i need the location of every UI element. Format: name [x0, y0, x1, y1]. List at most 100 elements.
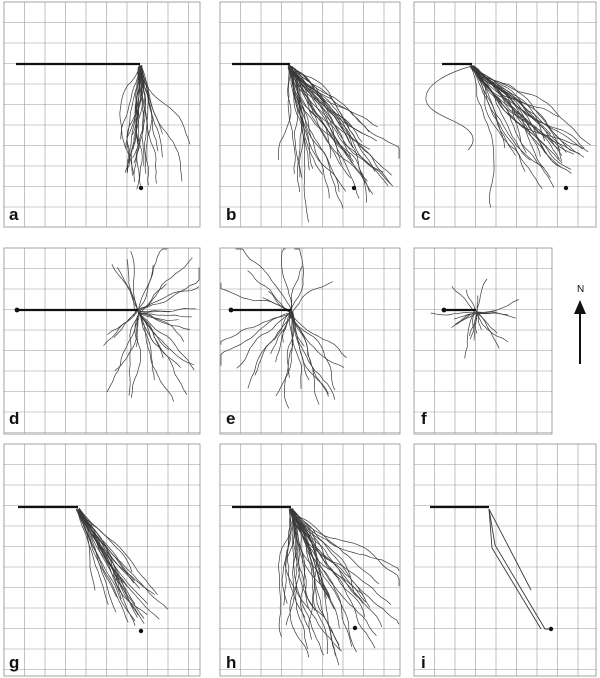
flight-track	[291, 510, 353, 647]
panel-frame	[3, 247, 201, 435]
flight-track	[138, 313, 179, 321]
flight-track	[287, 66, 303, 193]
panel-label-e: e	[226, 409, 235, 428]
flight-track	[136, 267, 200, 312]
flight-track	[471, 65, 537, 121]
flight-track	[77, 509, 136, 605]
panel-frame	[413, 1, 597, 228]
flight-track	[139, 67, 183, 182]
panel-frame	[3, 443, 201, 677]
flight-track	[136, 248, 168, 312]
flight-track	[289, 510, 310, 609]
model-track	[488, 508, 532, 591]
flight-track	[471, 65, 551, 135]
flight-track	[472, 66, 585, 158]
flight-track	[292, 509, 328, 654]
flight-track	[136, 66, 143, 190]
flight-track	[137, 264, 154, 313]
north-arrow-icon: N	[574, 284, 586, 364]
flight-track	[291, 66, 354, 162]
flight-track	[126, 65, 141, 172]
panel-label-b: b	[226, 205, 236, 224]
flight-track	[139, 257, 193, 314]
panel-b	[219, 1, 401, 228]
flight-track	[254, 312, 290, 376]
panel-f	[413, 247, 553, 435]
flight-track	[470, 67, 585, 149]
flight-track	[270, 311, 291, 355]
flight-track	[289, 311, 329, 397]
flight-track	[476, 299, 520, 313]
flight-track	[76, 509, 120, 583]
flight-track	[291, 66, 347, 192]
flight-track	[477, 311, 500, 349]
flight-track	[111, 264, 139, 313]
flight-track	[473, 67, 575, 155]
flight-track	[117, 267, 141, 312]
target-point	[563, 185, 569, 191]
flight-track	[114, 312, 140, 372]
flight-track	[425, 65, 474, 151]
panel-g	[3, 443, 201, 677]
flight-track	[120, 65, 142, 140]
flight-track	[220, 282, 293, 314]
flight-track	[291, 509, 327, 599]
flight-track	[126, 258, 137, 314]
flight-track	[139, 311, 188, 395]
flight-track	[289, 66, 400, 159]
flight-track	[473, 64, 543, 190]
flight-track	[454, 312, 477, 325]
flight-track	[291, 67, 344, 209]
flight-track	[277, 65, 292, 161]
flight-track	[454, 312, 476, 320]
flight-track	[472, 66, 572, 174]
flight-track	[128, 313, 139, 396]
flight-track	[291, 66, 360, 199]
flight-track	[141, 65, 150, 174]
flight-track	[278, 508, 294, 638]
flight-track	[220, 312, 291, 366]
flight-track	[289, 65, 370, 133]
flight-track	[139, 283, 167, 312]
flight-track	[288, 67, 370, 193]
flight-track	[281, 248, 293, 313]
flight-track	[284, 510, 342, 652]
flight-track	[139, 312, 192, 318]
panel-frame	[219, 247, 401, 435]
panel-label-i: i	[421, 653, 426, 672]
flight-track	[290, 510, 376, 649]
flight-track	[138, 311, 155, 381]
flight-track	[76, 510, 117, 613]
panel-label-a: a	[9, 205, 19, 224]
flight-track	[290, 266, 303, 314]
flight-track	[430, 311, 478, 316]
flight-track	[290, 248, 304, 314]
flight-track	[235, 248, 293, 312]
flight-track	[292, 509, 392, 605]
flight-track	[283, 507, 291, 606]
flight-track	[290, 510, 383, 628]
flight-track	[288, 64, 389, 187]
target-point	[548, 626, 554, 632]
flight-track	[288, 65, 348, 153]
flight-track	[275, 312, 294, 397]
panel-a	[3, 1, 201, 228]
flight-track	[476, 312, 509, 343]
release-point	[14, 307, 20, 313]
model-track	[488, 508, 551, 630]
panel-label-f: f	[421, 409, 427, 428]
flight-track	[289, 508, 367, 603]
flight-track	[291, 510, 380, 585]
flight-track	[292, 508, 358, 597]
flight-track	[137, 311, 164, 359]
flight-track	[282, 311, 293, 343]
flight-track	[290, 65, 377, 142]
flight-track	[472, 65, 516, 156]
flight-track	[139, 66, 145, 167]
panel-label-g: g	[9, 653, 19, 672]
flight-track	[470, 66, 581, 154]
flight-track	[476, 312, 508, 315]
flight-track	[76, 508, 109, 606]
panel-label-c: c	[421, 205, 430, 224]
